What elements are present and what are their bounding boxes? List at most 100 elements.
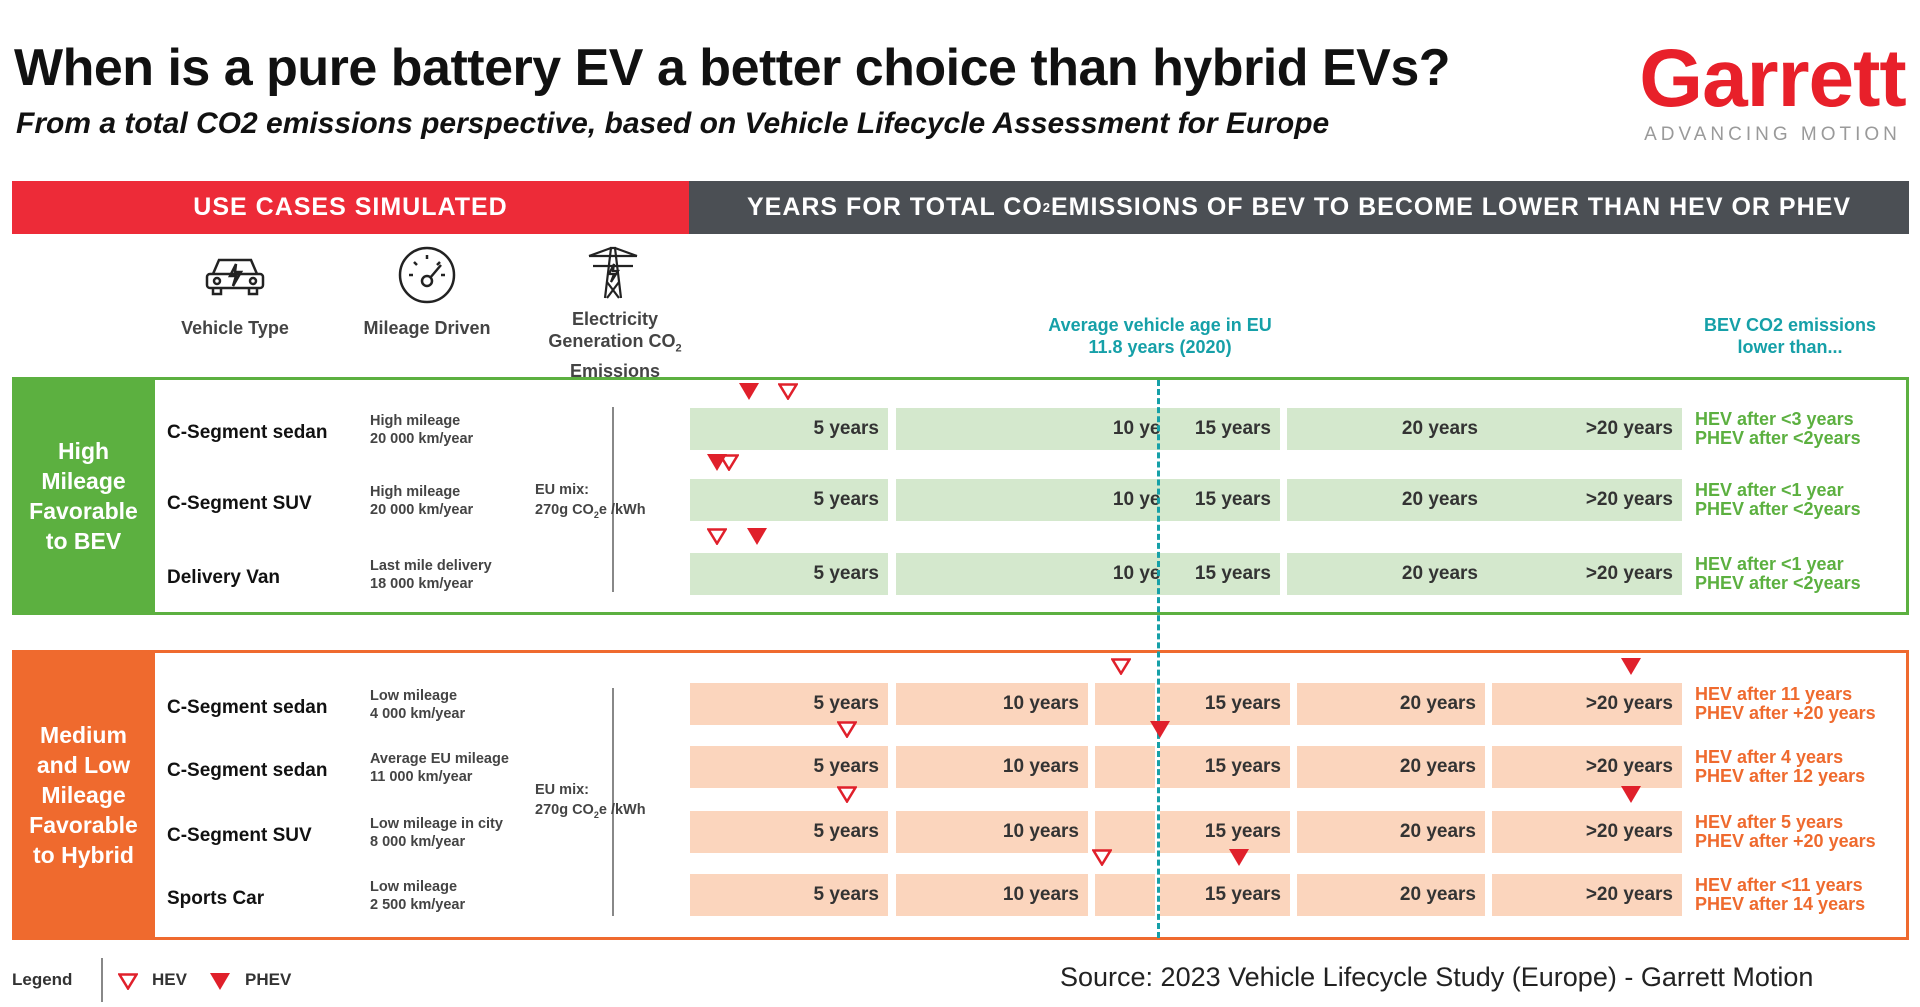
col-electricity-line3: Emissions [569, 360, 661, 381]
phev-marker [707, 454, 728, 476]
side-label-line: Mileage [41, 782, 126, 808]
hev-marker [1090, 849, 1113, 871]
vehicle-type: C-Segment sedan [167, 422, 328, 443]
low-eu-mix: EU mix: 270g CO2e /kWh [535, 780, 646, 825]
legend-phev-icon [210, 973, 230, 995]
mileage-line: 20 000 km/year [370, 502, 474, 518]
timeline-cell: 20 years [1297, 811, 1485, 853]
result-hev: HEV after <1 year [1695, 554, 1844, 574]
timeline-cell: >20 years [1487, 408, 1682, 450]
low-mix-line2: 270g CO2e /kWh [535, 800, 646, 825]
result-hev: HEV after <3 years [1695, 409, 1854, 429]
timeline-cell: 5 years [690, 553, 888, 595]
phev-marker [738, 383, 759, 405]
source-note: Source: 2023 Vehicle Lifecycle Study (Eu… [1060, 962, 1814, 992]
timeline-cell: 10 years [896, 408, 1198, 450]
col-electricity-line1: Electricity [571, 309, 659, 329]
timeline-cell: >20 years [1492, 811, 1682, 853]
bev-lower-line2: lower than... [1737, 337, 1843, 357]
mileage-line: Low mileage in city [370, 816, 503, 832]
timeline-cell: 10 years [896, 479, 1198, 521]
timeline-cell: 15 years [1160, 874, 1290, 916]
legend-hev-label: HEV [152, 970, 187, 989]
mileage-line: Low mileage [370, 879, 458, 895]
timeline-cell: 15 years [1160, 811, 1290, 853]
result-hev: HEV after <11 years [1695, 875, 1863, 895]
high-separator [612, 407, 614, 592]
hev-marker [836, 721, 858, 743]
timeline-cell: 15 years [1160, 479, 1280, 521]
low-mix-sub: 2 [593, 809, 599, 820]
hev-marker [777, 383, 799, 405]
avg-age-note: Average vehicle age in EU 11.8 years (20… [1010, 314, 1310, 358]
low-separator [612, 688, 614, 916]
side-label-line: to BEV [45, 528, 122, 554]
phev-marker [1228, 849, 1249, 871]
timeline-cell: 15 years [1160, 746, 1290, 788]
phev-marker [1150, 721, 1171, 743]
result-hev: HEV after 4 years [1695, 747, 1844, 767]
timeline-cell: 20 years [1297, 874, 1485, 916]
bev-lower-result: HEV after 11 years PHEV after +20 years [1695, 685, 1876, 723]
timeline-cell [1095, 683, 1155, 725]
timeline-cell: 20 years [1297, 683, 1485, 725]
vehicle-type: C-Segment sedan [167, 697, 328, 718]
mileage-driven: Low mileage in city 8 000 km/year [370, 815, 503, 851]
result-phev: PHEV after 14 years [1695, 894, 1866, 914]
timeline-cell: 10 years [896, 683, 1088, 725]
vehicle-type: C-Segment SUV [167, 825, 312, 846]
years-bar-pre: YEARS FOR TOTAL CO [746, 193, 1043, 221]
low-mix-a: 270g CO [535, 802, 594, 818]
low-mileage-label: Medium and Low Mileage Favorable to Hybrid [12, 650, 155, 940]
page-title: When is a pure battery EV a better choic… [14, 39, 1451, 97]
timeline-cell: 5 years [690, 874, 888, 916]
mileage-driven: Low mileage 4 000 km/year [370, 687, 465, 723]
low-label-lines: Medium and Low Mileage Favorable to Hybrid [29, 720, 138, 870]
result-phev: PHEV after 12 years [1695, 766, 1866, 786]
high-label-lines: High Mileage Favorable to BEV [29, 436, 138, 556]
mileage-line: Average EU mileage [370, 751, 509, 767]
avg-age-line [1157, 380, 1160, 938]
col-electricity: Electricity Generation CO2 Emissions [535, 308, 695, 382]
timeline-cell: >20 years [1492, 874, 1682, 916]
legend-hev-icon [117, 973, 139, 995]
timeline-cell: 5 years [690, 408, 888, 450]
timeline-cell: 5 years [690, 479, 888, 521]
legend-phev-label: PHEV [245, 970, 292, 989]
mileage-line: High mileage [370, 413, 461, 429]
timeline-cell: 5 years [690, 811, 888, 853]
timeline-cell: >20 years [1487, 553, 1682, 595]
bev-lower-result: HEV after 5 years PHEV after +20 years [1695, 813, 1876, 851]
mileage-line: 2 500 km/year [370, 897, 466, 913]
result-hev: HEV after 5 years [1695, 812, 1844, 832]
high-mileage-label: High Mileage Favorable to BEV [12, 377, 155, 615]
vehicle-type: C-Segment sedan [167, 760, 328, 781]
mileage-driven: High mileage 20 000 km/year [370, 412, 473, 448]
hev-marker [706, 528, 729, 550]
mileage-line: 11 000 km/year [370, 769, 473, 785]
phev-marker [1620, 658, 1641, 680]
result-phev: PHEV after +20 years [1695, 831, 1876, 851]
avg-age-line2: 11.8 years (2020) [1088, 337, 1232, 357]
legend-label: Legend [12, 970, 73, 989]
high-mix-a: 270g CO [535, 502, 594, 518]
col-vehicle-type: Vehicle Type [181, 318, 289, 338]
side-label-line: High [57, 438, 110, 464]
years-bar: YEARS FOR TOTAL CO 2 EMISSIONS OF BEV TO … [689, 181, 1909, 234]
page-subtitle: From a total CO2 emissions perspective, … [16, 107, 1330, 140]
mileage-line: 4 000 km/year [370, 706, 466, 722]
side-label-line: Medium [40, 722, 127, 748]
vehicle-type: C-Segment SUV [167, 493, 312, 514]
logo-tagline: ADVANCING MOTION [1644, 124, 1901, 145]
timeline-cell: 20 years [1287, 553, 1487, 595]
speedometer-icon [397, 245, 457, 310]
mileage-driven: Low mileage 2 500 km/year [370, 878, 465, 914]
mileage-line: 8 000 km/year [370, 834, 466, 850]
phev-marker [746, 528, 767, 550]
col-electricity-co: Generation CO [548, 331, 676, 351]
car-icon [203, 252, 267, 301]
result-phev: PHEV after <2years [1695, 428, 1861, 448]
years-bar-sub: 2 [1042, 200, 1051, 215]
result-phev: PHEV after +20 years [1695, 703, 1876, 723]
bev-lower-result: HEV after <1 year PHEV after <2years [1695, 481, 1861, 519]
